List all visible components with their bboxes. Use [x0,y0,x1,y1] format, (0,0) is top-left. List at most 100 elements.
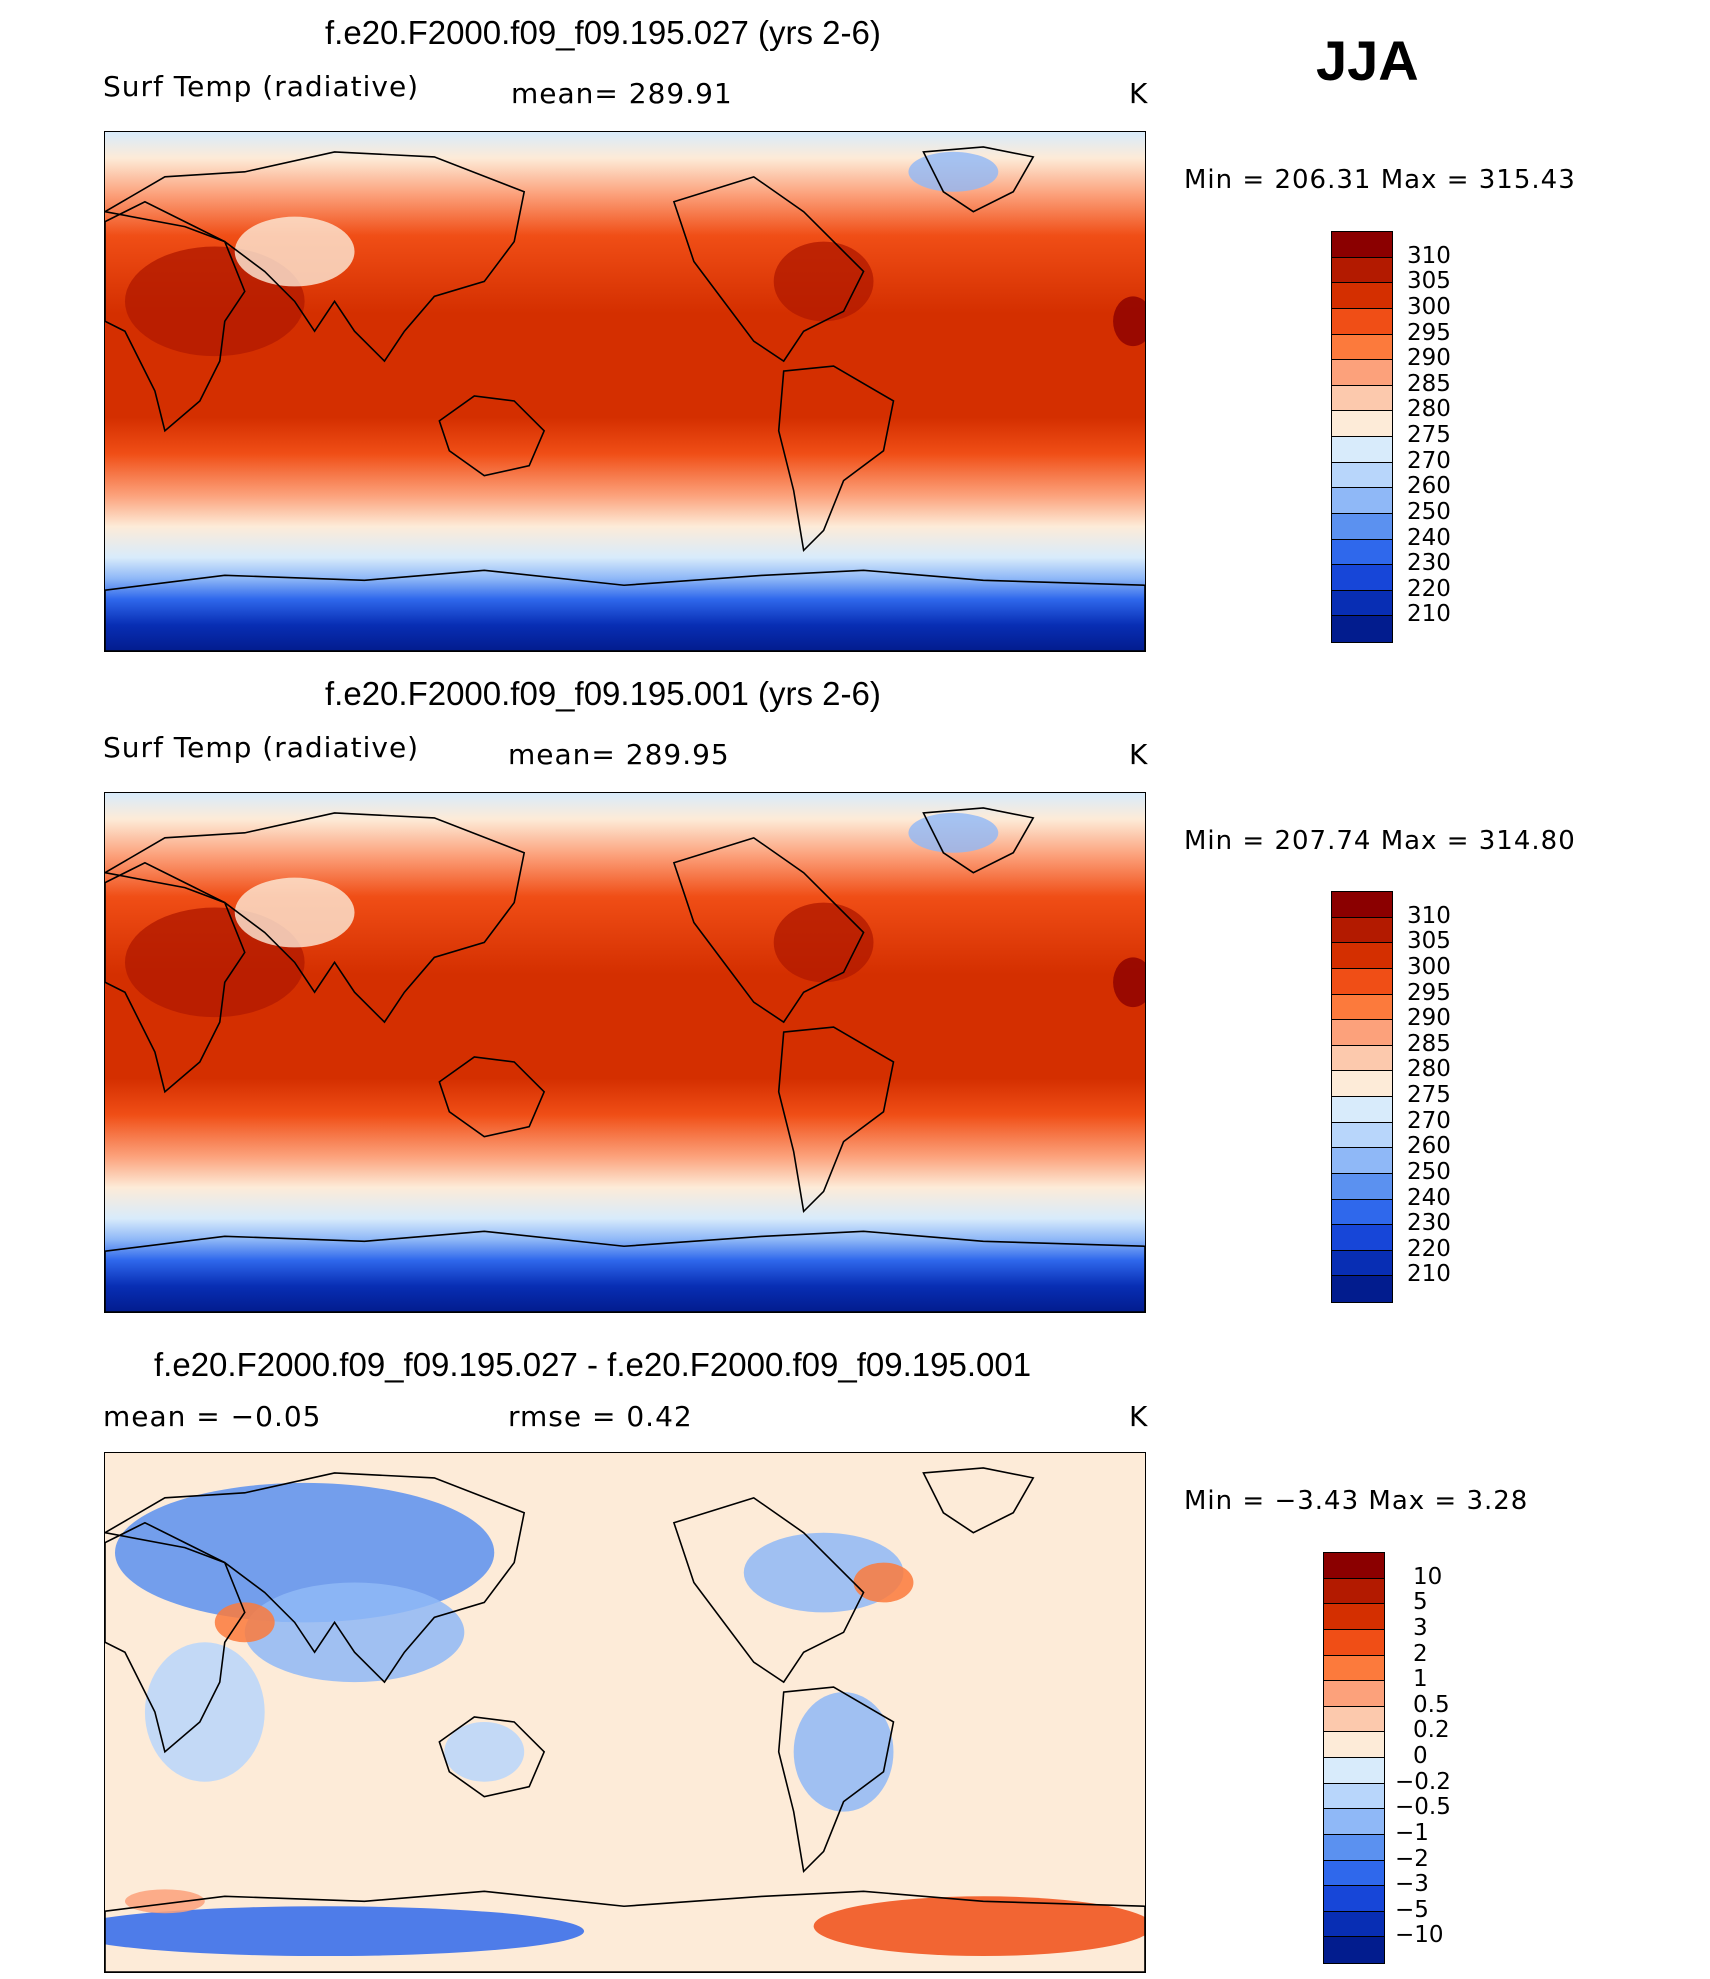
colorbar-segment [1332,892,1392,918]
panel1-variable-label: Surf Temp (radiative) [103,70,420,103]
colorbar-segment [1324,1886,1384,1912]
colorbar-tick-label: 280 [1407,1056,1451,1083]
colorbar-tick-label: −5 [1395,1896,1429,1923]
colorbar-tick-label: 310 [1407,902,1451,929]
colorbar-segment [1332,616,1392,642]
colorbar-segment [1332,1276,1392,1302]
panel2-mean-label: mean= 289.95 [508,738,730,771]
colorbar-tick-label: 290 [1407,1005,1451,1032]
colorbar-tick-label: 300 [1407,293,1451,320]
panel1-map [104,131,1146,652]
season-label: JJA [1316,29,1419,92]
colorbar-tick-label: 220 [1407,1235,1451,1262]
colorbar-tick-label: 1 [1413,1666,1428,1693]
colorbar-tick-label: 230 [1407,1210,1451,1237]
colorbar-segment [1332,513,1392,540]
colorbar-segment [1332,360,1392,386]
colorbar-segment [1332,1148,1392,1174]
colorbar-segment [1332,488,1392,514]
colorbar-segment [1324,1758,1384,1784]
colorbar-segment [1332,1097,1392,1123]
colorbar-tick-label: 10 [1413,1563,1443,1590]
colorbar-tick-label: 310 [1407,242,1451,269]
panel1-min-max: Min = 206.31 Max = 315.43 [1184,165,1576,195]
colorbar-tick-label: 210 [1407,1261,1451,1288]
colorbar-tick-label: 230 [1407,550,1451,577]
colorbar-tick-label: 290 [1407,345,1451,372]
colorbar-segment [1332,994,1392,1021]
colorbar-tick-label: 260 [1407,473,1451,500]
colorbar-tick-label: 305 [1407,928,1451,955]
colorbar-segment [1324,1834,1384,1861]
colorbar-segment [1332,1122,1392,1149]
panel1-colorbar [1331,231,1393,643]
coastline [105,861,246,1094]
colorbar-tick-label: 210 [1407,601,1451,628]
colorbar-segment [1324,1578,1384,1605]
colorbar-segment [1332,308,1392,335]
colorbar-segment [1332,283,1392,309]
colorbar-segment [1332,1199,1392,1226]
panel1-mean-label: mean= 289.91 [511,77,733,110]
coastline [777,1026,895,1214]
colorbar-tick-label: 270 [1407,1107,1451,1134]
panel2-title: f.e20.F2000.f09_f09.195.001 (yrs 2-6) [325,675,881,712]
colorbar-segment [1332,565,1392,591]
colorbar-segment [1324,1681,1384,1707]
panel2-units-label: K [1129,738,1149,771]
coastline [777,1686,895,1874]
panel2-min-max: Min = 207.74 Max = 314.80 [1184,826,1576,856]
colorbar-segment [1324,1911,1384,1938]
coastline [105,151,526,363]
colorbar-tick-label: 220 [1407,575,1451,602]
colorbar-segment [1332,257,1392,284]
colorbar-tick-label: 285 [1407,370,1451,397]
colorbar-segment [1324,1553,1384,1579]
coastline [105,569,1145,651]
coastline [105,1230,1145,1312]
colorbar-segment [1324,1937,1384,1963]
colorbar-tick-label: 305 [1407,268,1451,295]
panel3-units-label: K [1129,1400,1149,1433]
colorbar-segment [1332,943,1392,969]
coastline [672,836,865,1024]
colorbar-tick-label: −10 [1395,1922,1444,1949]
colorbar-tick-label: 300 [1407,953,1451,980]
colorbar-tick-label: 0 [1413,1743,1428,1769]
panel1-units-label: K [1129,77,1149,110]
coastline [922,807,1035,874]
coastline [672,175,865,363]
panel1-title: f.e20.F2000.f09_f09.195.027 (yrs 2-6) [325,14,881,51]
panel3-rmse-label: rmse = 0.42 [508,1400,693,1433]
colorbar-segment [1324,1604,1384,1630]
panel3-min-max: Min = −3.43 Max = 3.28 [1184,1486,1529,1516]
colorbar-segment [1332,232,1392,258]
colorbar-tick-label: 285 [1407,1030,1451,1057]
colorbar-tick-label: 260 [1407,1133,1451,1160]
colorbar-tick-label: 275 [1407,1082,1451,1108]
colorbar-tick-label: 295 [1407,319,1451,346]
colorbar-tick-label: 3 [1413,1614,1428,1641]
colorbar-tick-label: −2 [1395,1845,1429,1872]
colorbar-segment [1324,1860,1384,1887]
panel2-variable-label: Surf Temp (radiative) [103,731,420,764]
colorbar-segment [1332,917,1392,944]
colorbar-segment [1332,1045,1392,1072]
panel3-title: f.e20.F2000.f09_f09.195.027 - f.e20.F200… [154,1346,1032,1383]
colorbar-segment [1324,1732,1384,1758]
colorbar-segment [1332,539,1392,566]
coastline [777,365,895,553]
colorbar-segment [1324,1706,1384,1733]
colorbar-tick-label: 5 [1413,1589,1428,1616]
coastline [105,200,246,433]
colorbar-tick-label: 250 [1407,498,1451,525]
panel2-colorbar [1331,891,1393,1303]
colorbar-segment [1324,1783,1384,1810]
colorbar-segment [1332,1250,1392,1277]
colorbar-segment [1332,385,1392,412]
coastline [438,395,546,477]
colorbar-segment [1332,968,1392,995]
colorbar-segment [1332,1225,1392,1251]
colorbar-tick-label: 295 [1407,979,1451,1006]
colorbar-segment [1332,462,1392,489]
